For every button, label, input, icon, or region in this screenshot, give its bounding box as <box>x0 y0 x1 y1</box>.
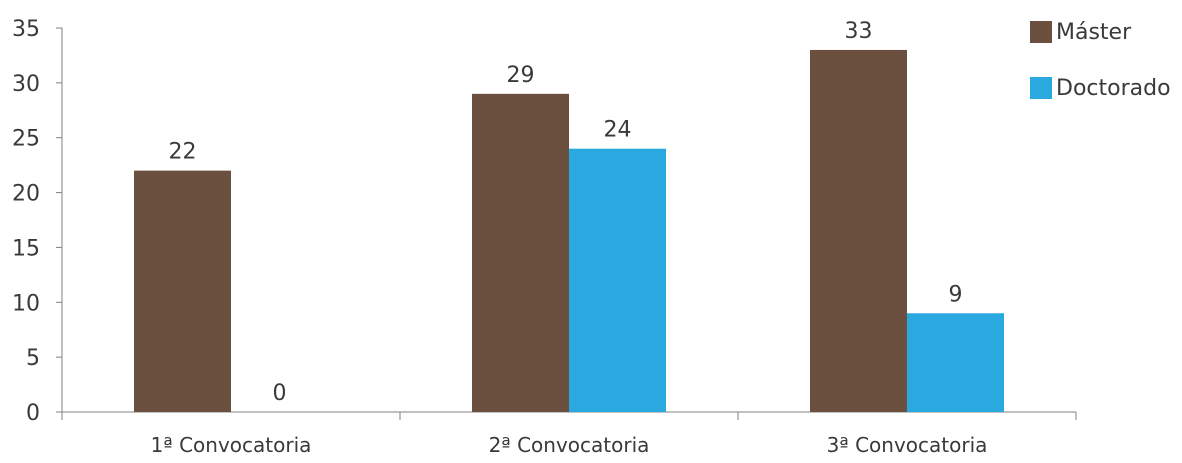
x-tick-label: 3ª Convocatoria <box>827 433 988 457</box>
legend-swatch-doctorado <box>1030 77 1052 99</box>
bar <box>134 170 231 412</box>
bar <box>569 148 666 412</box>
y-tick-label: 10 <box>12 291 40 316</box>
bar <box>472 93 569 412</box>
legend-item-doctorado: Doctorado <box>1030 74 1171 102</box>
labels: 22 29 33 0 24 9 <box>169 19 963 406</box>
x-tick-label: 2ª Convocatoria <box>489 433 650 457</box>
y-tick-label: 0 <box>26 401 40 426</box>
x-tick-label: 1ª Convocatoria <box>151 433 312 457</box>
data-label: 29 <box>507 63 535 88</box>
y-tick-label: 25 <box>12 127 40 152</box>
axes: 0 5 10 15 20 25 30 35 1ª Convocatoria 2ª Convocat… <box>12 17 1077 457</box>
legend-label-doctorado: Doctorado <box>1056 75 1171 101</box>
bar <box>810 49 907 412</box>
data-label: 24 <box>604 118 632 143</box>
legend-item-master: Máster <box>1030 18 1171 46</box>
y-tick-label: 30 <box>12 72 40 97</box>
legend-label-master: Máster <box>1056 19 1132 45</box>
y-tick-label: 35 <box>12 17 40 42</box>
data-label: 0 <box>273 381 287 406</box>
data-label: 22 <box>169 140 197 165</box>
bars <box>134 49 1004 412</box>
data-label: 33 <box>845 19 873 44</box>
legend: Máster Doctorado <box>1030 18 1171 130</box>
y-tick-label: 20 <box>12 182 40 207</box>
data-label: 9 <box>949 282 963 307</box>
bar <box>907 313 1004 412</box>
legend-swatch-master <box>1030 21 1052 43</box>
y-tick-label: 5 <box>26 346 40 371</box>
y-tick-label: 15 <box>12 236 40 261</box>
